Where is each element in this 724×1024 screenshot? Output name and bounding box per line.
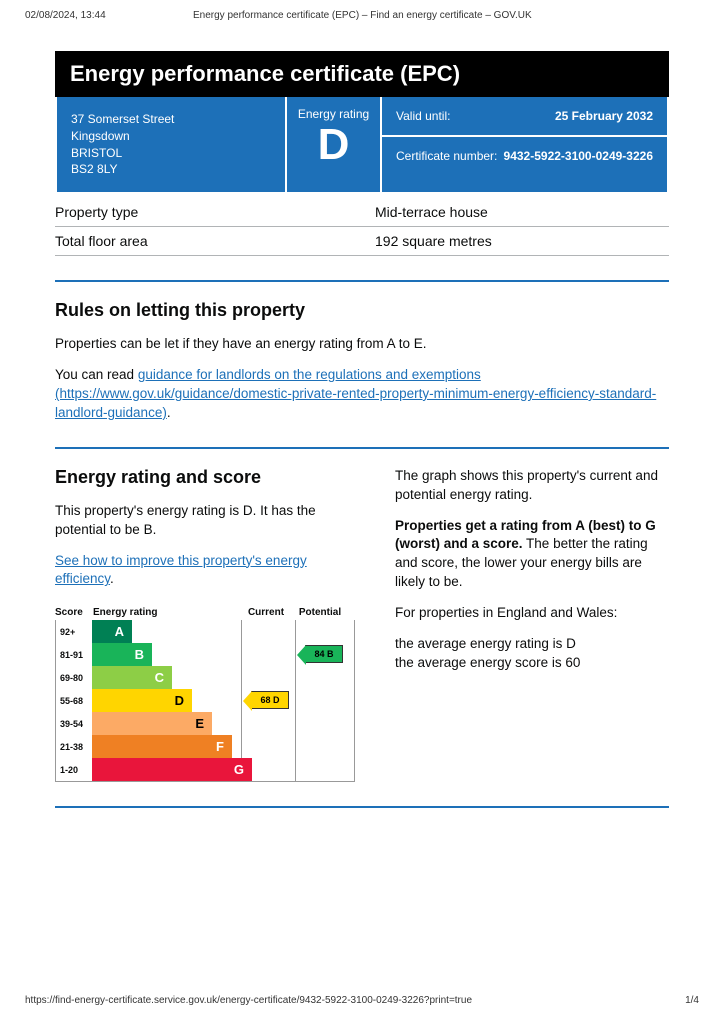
band-bar: B [92, 643, 152, 666]
address-line-1: 37 Somerset Street [71, 111, 271, 128]
rating-heading: Energy rating and score [55, 467, 355, 488]
certificate-container: Energy performance certificate (EPC) 37 … [55, 51, 669, 808]
chart-band-row: 21-38F [56, 735, 354, 758]
chart-band-row: 55-68D [56, 689, 354, 712]
valid-until-row: Valid until: 25 February 2032 [382, 97, 667, 135]
print-doc-title: Energy performance certificate (EPC) – F… [106, 10, 619, 21]
band-score: 81-91 [56, 650, 92, 660]
band-bar: D [92, 689, 192, 712]
rules-link-para: You can read guidance for landlords on t… [55, 366, 669, 423]
chart-col-rating: Energy rating [93, 607, 239, 618]
property-row: Total floor area192 square metres [55, 227, 669, 256]
cert-number-row: Certificate number: 9432-5922-3100-0249-… [382, 135, 667, 175]
band-bar: F [92, 735, 232, 758]
property-table: Property typeMid-terrace houseTotal floo… [55, 198, 669, 256]
rating-region-intro: For properties in England and Wales: [395, 604, 669, 623]
chart-col-potential: Potential [293, 607, 347, 618]
landlord-guidance-link[interactable]: guidance for landlords on the regulation… [55, 367, 656, 420]
band-score: 1-20 [56, 765, 92, 775]
energy-rating-label: Energy rating [298, 107, 369, 121]
chart-col-current: Current [239, 607, 293, 618]
cert-number-label: Certificate number: [396, 149, 497, 163]
energy-rating-cell: Energy rating D [287, 97, 382, 192]
rules-link-pre: You can read [55, 367, 138, 382]
rating-left-col: Energy rating and score This property's … [55, 467, 355, 783]
print-page-num: 1/4 [685, 995, 699, 1006]
band-bar: C [92, 666, 172, 689]
valid-until-value: 25 February 2032 [555, 109, 653, 123]
chart-band-row: 69-80C [56, 666, 354, 689]
property-value: 192 square metres [375, 233, 492, 249]
energy-rating-value: D [318, 123, 350, 167]
band-bar: G [92, 758, 252, 781]
property-value: Mid-terrace house [375, 204, 488, 220]
summary-meta: Valid until: 25 February 2032 Certificat… [382, 97, 667, 192]
print-footer: https://find-energy-certificate.service.… [0, 995, 724, 1006]
energy-chart: Score Energy rating Current Potential 92… [55, 607, 355, 782]
avg-rating: the average energy rating is D [395, 636, 576, 651]
section-divider [55, 280, 669, 282]
property-label: Property type [55, 204, 375, 220]
rating-averages: the average energy rating is D the avera… [395, 635, 669, 673]
avg-score: the average energy score is 60 [395, 655, 580, 670]
rating-graph-desc: The graph shows this property's current … [395, 467, 669, 505]
band-bar: A [92, 620, 132, 643]
band-score: 21-38 [56, 742, 92, 752]
print-url: https://find-energy-certificate.service.… [25, 995, 472, 1006]
summary-box: 37 Somerset Street Kingsdown BRISTOL BS2… [55, 97, 669, 194]
address-line-2: Kingsdown [71, 128, 271, 145]
band-bar: E [92, 712, 212, 735]
rules-intro: Properties can be let if they have an en… [55, 335, 669, 354]
address-postcode: BS2 8LY [71, 161, 271, 178]
property-label: Total floor area [55, 233, 375, 249]
chart-band-row: 39-54E [56, 712, 354, 735]
chart-band-row: 1-20G [56, 758, 354, 781]
current-rating-pointer: 68 D [251, 691, 289, 709]
address-block: 37 Somerset Street Kingsdown BRISTOL BS2… [57, 97, 287, 192]
page-title: Energy performance certificate (EPC) [55, 51, 669, 97]
chart-header: Score Energy rating Current Potential [55, 607, 355, 618]
rating-right-col: The graph shows this property's current … [395, 467, 669, 783]
cert-number-value: 9432-5922-3100-0249-3226 [504, 149, 653, 163]
section-divider [55, 447, 669, 449]
section-divider [55, 806, 669, 808]
chart-body: 92+A81-91B69-80C55-68D39-54E21-38F1-20G6… [55, 620, 355, 782]
chart-col-score: Score [55, 607, 93, 618]
property-row: Property typeMid-terrace house [55, 198, 669, 227]
band-score: 39-54 [56, 719, 92, 729]
rating-section: Energy rating and score This property's … [55, 467, 669, 783]
print-datetime: 02/08/2024, 13:44 [25, 10, 106, 21]
rules-heading: Rules on letting this property [55, 300, 669, 321]
print-header: 02/08/2024, 13:44 Energy performance cer… [0, 0, 724, 26]
band-score: 55-68 [56, 696, 92, 706]
band-score: 69-80 [56, 673, 92, 683]
rules-link-post: . [167, 405, 171, 420]
improve-efficiency-link[interactable]: See how to improve this property's energ… [55, 553, 307, 587]
valid-until-label: Valid until: [396, 109, 450, 123]
rating-summary-text: This property's energy rating is D. It h… [55, 502, 355, 540]
band-score: 92+ [56, 627, 92, 637]
address-city: BRISTOL [71, 145, 271, 162]
rating-scale-desc: Properties get a rating from A (best) to… [395, 517, 669, 593]
potential-rating-pointer: 84 B [305, 645, 343, 663]
chart-band-row: 92+A [56, 620, 354, 643]
